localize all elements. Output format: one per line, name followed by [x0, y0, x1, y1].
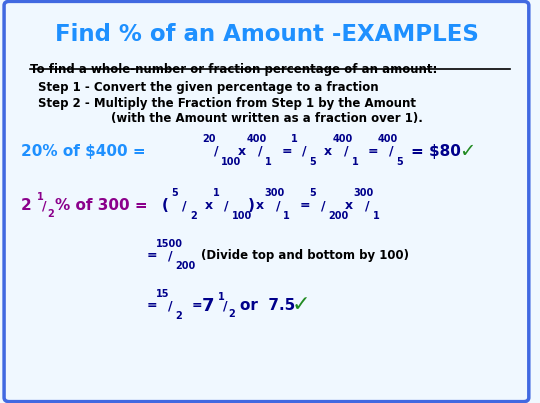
Text: ✓: ✓ [460, 142, 476, 161]
Text: x: x [238, 145, 246, 158]
Text: =: = [192, 299, 202, 312]
Text: x: x [345, 199, 353, 212]
Text: (: ( [161, 198, 168, 213]
Text: x: x [205, 199, 213, 212]
Text: =: = [300, 199, 310, 212]
Text: 1: 1 [291, 135, 298, 144]
Text: =: = [147, 299, 158, 312]
Text: /: / [302, 145, 307, 158]
Text: /: / [168, 299, 172, 312]
Text: =: = [368, 145, 379, 158]
Text: =: = [147, 249, 158, 262]
Text: Step 2 - Multiply the Fraction from Step 1 by the Amount: Step 2 - Multiply the Fraction from Step… [38, 97, 416, 110]
Text: 400: 400 [377, 135, 397, 144]
Text: 1: 1 [37, 192, 43, 202]
Text: (Divide top and bottom by 100): (Divide top and bottom by 100) [201, 249, 409, 262]
Text: or  7.5: or 7.5 [240, 298, 295, 313]
Text: x: x [256, 199, 264, 212]
Text: Find % of an Amount -EXAMPLES: Find % of an Amount -EXAMPLES [55, 23, 478, 46]
Text: =: = [281, 145, 292, 158]
Text: 5: 5 [396, 157, 403, 167]
Text: /: / [42, 199, 46, 212]
Text: 2: 2 [175, 311, 182, 321]
Text: 2: 2 [47, 209, 54, 219]
Text: 200: 200 [328, 211, 349, 221]
Text: /: / [168, 249, 172, 262]
Text: 5: 5 [309, 189, 316, 199]
Text: 100: 100 [221, 157, 241, 167]
Text: Step 1 - Convert the given percentage to a fraction: Step 1 - Convert the given percentage to… [38, 81, 379, 94]
Text: 100: 100 [232, 211, 252, 221]
Text: 300: 300 [354, 189, 374, 199]
Text: ✓: ✓ [292, 295, 310, 316]
Text: 2: 2 [190, 211, 197, 221]
Text: (with the Amount written as a fraction over 1).: (with the Amount written as a fraction o… [111, 112, 422, 125]
FancyBboxPatch shape [4, 1, 529, 402]
Text: /: / [365, 199, 370, 212]
Text: /: / [389, 145, 393, 158]
Text: 1: 1 [352, 157, 358, 167]
Text: 200: 200 [175, 261, 195, 271]
Text: 1: 1 [373, 211, 379, 221]
Text: /: / [344, 145, 349, 158]
Text: ): ) [248, 198, 255, 213]
Text: 1: 1 [284, 211, 290, 221]
Text: 1: 1 [265, 157, 272, 167]
Text: 5: 5 [171, 189, 178, 199]
Text: /: / [214, 145, 219, 158]
Text: 300: 300 [265, 189, 285, 199]
Text: 5: 5 [309, 157, 316, 167]
Text: /: / [224, 299, 228, 312]
Text: x: x [324, 145, 332, 158]
Text: 20% of $400 =: 20% of $400 = [21, 144, 145, 159]
Text: 400: 400 [246, 135, 267, 144]
Text: /: / [321, 199, 326, 212]
Text: 7: 7 [201, 297, 214, 315]
Text: 1500: 1500 [156, 239, 183, 249]
Text: 15: 15 [156, 289, 170, 299]
Text: 400: 400 [333, 135, 353, 144]
Text: 20: 20 [202, 135, 216, 144]
Text: /: / [225, 199, 229, 212]
Text: % of 300 =: % of 300 = [55, 198, 147, 213]
Text: To find a whole-number or fraction percentage of an amount:: To find a whole-number or fraction perce… [30, 63, 438, 77]
Text: 2: 2 [21, 198, 32, 213]
Text: 1: 1 [213, 189, 220, 199]
Text: /: / [183, 199, 187, 212]
Text: 1: 1 [218, 292, 225, 302]
Text: 2: 2 [228, 310, 235, 319]
Text: /: / [276, 199, 280, 212]
Text: = $80: = $80 [411, 144, 461, 159]
Text: /: / [258, 145, 262, 158]
